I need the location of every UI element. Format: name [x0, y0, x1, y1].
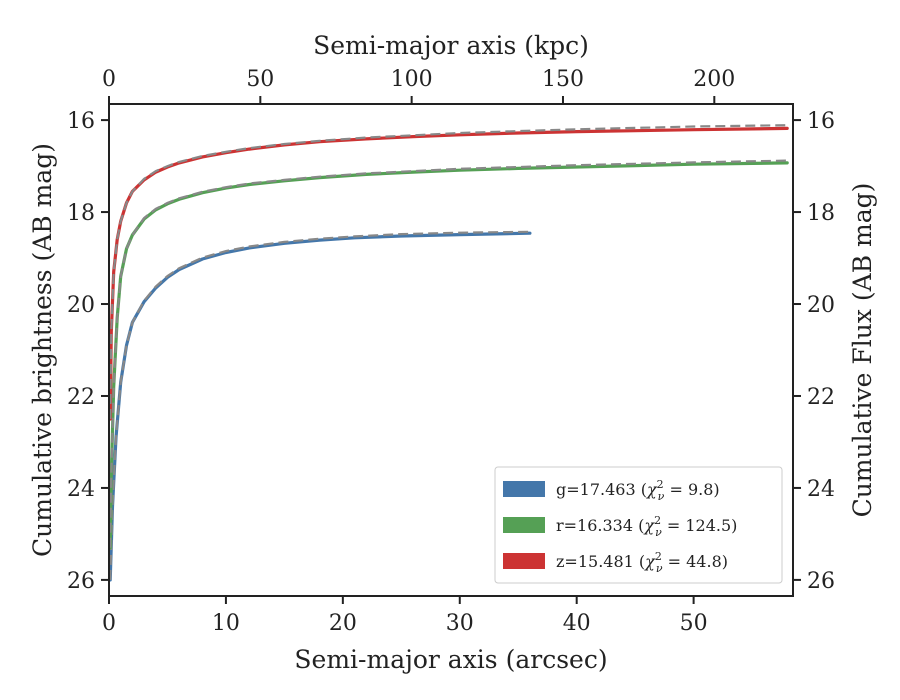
y-right-tick-label-2: 20 — [807, 293, 835, 318]
y-left-tick-label-4: 24 — [67, 477, 95, 502]
legend-swatch-g — [503, 481, 545, 497]
series-model-line-g — [109, 230, 530, 580]
x-bottom-tick-label-2: 20 — [329, 611, 357, 636]
y-right-tick-label-4: 24 — [807, 477, 835, 502]
y-left-tick-label-1: 18 — [67, 201, 95, 226]
y-axis-label-left: Cumulative brightness (AB mag) — [28, 143, 57, 557]
x-axis-label-top: Semi-major axis (kpc) — [313, 31, 589, 60]
x-top-tick-label-2: 100 — [391, 67, 433, 92]
x-top-tick-label-4: 200 — [693, 67, 735, 92]
y-right-tick-label-3: 22 — [807, 385, 835, 410]
series-model-line-z — [109, 124, 788, 420]
x-bottom-tick-label-4: 40 — [563, 611, 591, 636]
y-right-tick-label-5: 26 — [807, 569, 835, 594]
legend-label-z: z=15.481 (χ2 ν = 44.8) — [556, 550, 728, 575]
ticks-layer: 0 10 20 30 40 50 0 50 100 150 200 16 18 20 22 24 26 16 18 2… — [67, 67, 835, 636]
legend-swatch-r — [503, 517, 545, 533]
x-top-tick-label-0: 0 — [102, 67, 116, 92]
y-left-tick-label-0: 16 — [67, 109, 95, 134]
y-left-tick-label-3: 22 — [67, 385, 95, 410]
x-bottom-tick-label-5: 50 — [680, 611, 708, 636]
plot-frame — [108, 103, 794, 597]
x-axis-label-bottom: Semi-major axis (arcsec) — [294, 645, 607, 674]
y-right-tick-label-0: 16 — [807, 109, 835, 134]
y-left-tick-label-2: 20 — [67, 293, 95, 318]
y-right-tick-label-1: 18 — [807, 201, 835, 226]
legend-items: g=17.463 (χ2 ν = 9.8) r=16.334 (χ2 ν = 124.… — [503, 478, 737, 575]
legend-box — [494, 466, 783, 584]
series-line-g — [108, 231, 532, 582]
legend-label-g: g=17.463 (χ2 ν = 9.8) — [556, 478, 720, 503]
x-bottom-tick-label-0: 0 — [102, 611, 116, 636]
x-top-tick-label-3: 150 — [542, 67, 584, 92]
series-layer — [108, 124, 789, 582]
legend-swatch-z — [503, 553, 545, 569]
series-model-line-r — [109, 159, 788, 548]
y-axis-label-right: Cumulative Flux (AB mag) — [848, 183, 877, 518]
x-bottom-tick-label-1: 10 — [212, 611, 240, 636]
x-top-tick-label-1: 50 — [246, 67, 274, 92]
legend-label-r: r=16.334 (χ2 ν = 124.5) — [556, 514, 737, 539]
x-bottom-tick-label-3: 30 — [446, 611, 474, 636]
legend: g=17.463 (χ2 ν = 9.8) r=16.334 (χ2 ν = 124.… — [494, 466, 783, 584]
y-left-tick-label-5: 26 — [67, 569, 95, 594]
